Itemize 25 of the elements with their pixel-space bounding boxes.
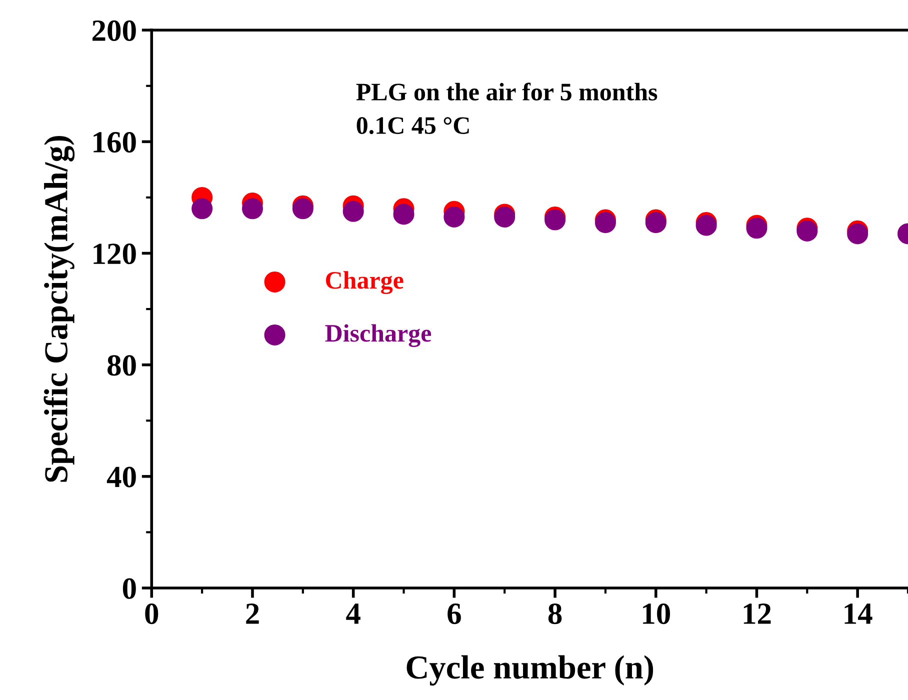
point xyxy=(444,206,465,228)
x-tick-label: 4 xyxy=(346,604,360,624)
x-axis-title: Cycle number (n) xyxy=(406,655,654,686)
y-tick-label: 160 xyxy=(94,132,136,153)
x-tick-label: 12 xyxy=(744,604,771,624)
point xyxy=(242,198,263,220)
legend-label: Discharge xyxy=(325,324,432,348)
x-tick-label: 14 xyxy=(844,604,872,624)
point xyxy=(342,200,364,222)
point xyxy=(192,198,213,220)
annotation: 0.1C 45 °C xyxy=(356,117,469,134)
y-tick-label: 80 xyxy=(108,355,136,376)
y-tick-label: 200 xyxy=(92,20,136,41)
y-tick-label: 120 xyxy=(94,244,136,264)
annotation: PLG on the air for 5 months xyxy=(356,82,658,101)
legend-label: Charge xyxy=(326,271,404,294)
point xyxy=(393,204,414,225)
x-tick-label: 0 xyxy=(145,603,158,624)
y-axis-title: Specific Capcity(mAh/g) xyxy=(44,136,75,482)
x-tick-label: 8 xyxy=(548,603,562,624)
x-tick-label: 2 xyxy=(246,604,259,624)
y-tick-label: 40 xyxy=(106,466,136,488)
x-tick-label: 10 xyxy=(643,603,670,624)
x-tick-label: 6 xyxy=(448,604,461,624)
y-tick-label: 0 xyxy=(122,578,136,599)
